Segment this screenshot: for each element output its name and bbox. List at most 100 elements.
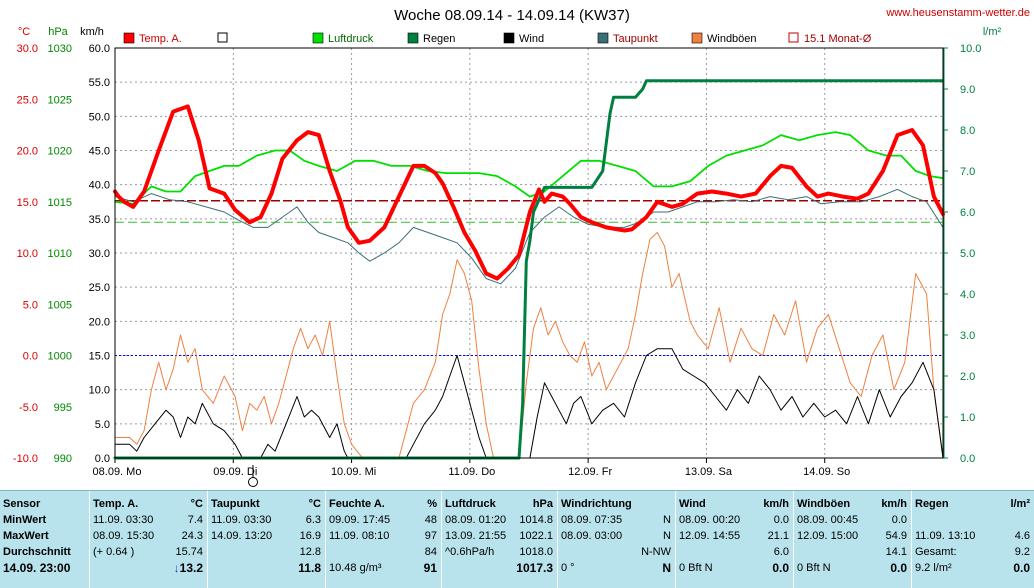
wind-tick-label: 0.0 — [95, 453, 110, 465]
series-regen — [113, 79, 945, 460]
y-axes: 30.0 25.0 20.0 15.0 10.0 5.0 0.0 -5.0 -10.0 1030 1… — [13, 43, 982, 465]
pressure-tick-label: 1025 — [48, 94, 72, 106]
x-axis: 08.09. Mo 09.09. Di 10.09. Mi 11.09. Do 12.0… — [93, 458, 850, 487]
temp-trend-icon: ↓ — [173, 561, 180, 575]
rain-tick-label: 9.0 — [960, 84, 975, 96]
wind-direction-column: Windrichtung 08.09. 07:35 N 08.09. 03:00 N… — [558, 491, 676, 588]
chart-legend: Temp. A. Luftdruck Regen Wind Taupunkt Windbö… — [123, 32, 872, 45]
legend-swatch — [597, 32, 609, 44]
wind-tick-label: 25.0 — [89, 282, 110, 294]
rain-unit: l/m² — [1010, 498, 1030, 510]
temp-tick-label: 5.0 — [23, 299, 38, 311]
x-tick-label: 11.09. Do — [448, 466, 495, 478]
wind-tick-label: 60.0 — [89, 43, 110, 55]
x-tick-label: 12.09. Fr — [568, 466, 612, 478]
pressure-current: 1017.3 — [516, 561, 553, 575]
wind-tick-label: 20.0 — [89, 316, 110, 328]
temp-min: 7.4 — [187, 514, 203, 526]
wind-min: 0.0 — [773, 514, 789, 526]
rain-column: Regen l/m² 11.09. 13:10 4.6 Gesamt: 9.2 9.2… — [912, 491, 1034, 588]
wind-direction-degrees: 0 ° — [561, 562, 575, 574]
time-marker-icon — [248, 477, 258, 487]
wind-tick-label: 40.0 — [89, 180, 110, 192]
dew-avg: 12.8 — [299, 546, 321, 558]
row-label-min: MinWert — [3, 514, 47, 526]
wind-direction-current: N — [662, 561, 671, 575]
rain-max: 4.6 — [1014, 530, 1030, 542]
legend-swatch — [788, 32, 799, 43]
legend-swatch — [407, 32, 419, 44]
gust-max-time: 12.09. 15:00 — [797, 530, 859, 542]
pressure-tick-label: 995 — [54, 402, 72, 414]
dew-title: Taupunkt — [211, 498, 260, 510]
x-tick-label: 10.09. Mi — [331, 466, 376, 478]
weather-chart: Woche 08.09.14 - 14.09.14 (KW37) www.heu… — [13, 7, 1030, 487]
pressure-tick-label: 1010 — [48, 248, 72, 260]
x-tick-label: 09.09. Di — [213, 466, 257, 478]
gust-max: 54.9 — [885, 530, 907, 542]
x-tick-label: 13.09. Sa — [685, 466, 733, 478]
humidity-current: 91 — [423, 561, 437, 575]
site-url[interactable]: www.heusenstamm-wetter.de — [885, 7, 1030, 19]
dew-max: 16.9 — [299, 530, 321, 542]
legend-swatch — [312, 32, 324, 44]
humidity-max-time: 11.09. 08:10 — [329, 530, 390, 542]
row-label-max: MaxWert — [3, 530, 49, 542]
humidity-max: 97 — [424, 530, 437, 542]
wind-min-time: 08.09. 00:20 — [679, 514, 741, 526]
wind-direction-max: N — [663, 530, 671, 542]
humidity-absolute: 10.48 g/m³ — [329, 562, 382, 574]
wind-direction-min: N — [663, 514, 671, 526]
rain-tick-label: 8.0 — [960, 125, 975, 137]
legend-label: Regen — [423, 33, 455, 45]
humidity-title: Feuchte A. — [329, 498, 385, 510]
legend-swatch — [503, 32, 515, 44]
rain-current-text: 9.2 l/m² — [915, 562, 952, 574]
gust-avg: 14.1 — [885, 546, 907, 558]
wind-direction-avg: N-NW — [641, 546, 671, 558]
legend-label: Wind — [519, 33, 544, 45]
row-label-sensor: Sensor — [3, 498, 41, 510]
gust-title: Windböen — [797, 498, 851, 510]
temp-tick-label: 10.0 — [17, 248, 38, 260]
legend-label: 15.1 Monat-Ø — [804, 33, 872, 45]
temp-title: Temp. A. — [93, 498, 139, 510]
temp-column: Temp. A. °C 11.09. 03:30 7.4 08.09. 15:30 2… — [90, 491, 208, 588]
dew-column: Taupunkt °C 11.09. 03:30 6.3 14.09. 13:20 1… — [208, 491, 326, 588]
pressure-tick-label: 1015 — [48, 197, 72, 209]
legend-label: Luftdruck — [328, 33, 374, 45]
series-windb-en — [114, 232, 944, 459]
wind-column: Wind km/h 08.09. 00:20 0.0 12.09. 14:55 21.… — [676, 491, 794, 588]
pressure-tick-label: 1020 — [48, 146, 72, 158]
pressure-title: Luftdruck — [445, 498, 496, 510]
series-taupunkt — [114, 188, 944, 285]
legend-swatch — [691, 32, 703, 44]
rain-tick-label: 10.0 — [960, 43, 981, 55]
rain-tick-label: 4.0 — [960, 289, 975, 301]
wind-tick-label: 55.0 — [89, 77, 110, 89]
wind-tick-label: 30.0 — [89, 248, 110, 260]
x-tick-label: 14.09. So — [803, 466, 850, 478]
humidity-column: Feuchte A.% 09.09. 17:45 48 11.09. 08:10 9… — [326, 491, 442, 588]
rain-unit-label: l/m² — [983, 26, 1002, 38]
temp-tick-label: -10.0 — [13, 453, 38, 465]
dew-max-time: 14.09. 13:20 — [211, 530, 273, 542]
legend-label: Temp. A. — [139, 33, 182, 45]
humidity-unit: % — [427, 498, 437, 510]
wind-current: 0.0 — [772, 561, 789, 575]
wind-unit-label: km/h — [80, 26, 104, 38]
rain-tick-label: 5.0 — [960, 248, 975, 260]
rain-tick-label: 2.0 — [960, 371, 975, 383]
wind-direction-min-time: 08.09. 07:35 — [561, 514, 623, 526]
humidity-min-time: 09.09. 17:45 — [329, 514, 391, 526]
temp-avg: 15.74 — [175, 546, 203, 558]
wind-title: Wind — [679, 498, 706, 510]
legend-label: Taupunkt — [613, 33, 658, 45]
wind-tick-label: 5.0 — [95, 419, 110, 431]
temp-tick-label: 15.0 — [17, 197, 38, 209]
temp-max-time: 08.09. 15:30 — [93, 530, 155, 542]
series-wind — [114, 348, 944, 459]
pressure-trend: ^0.6hPa/h — [445, 546, 495, 558]
humidity-min: 48 — [424, 514, 437, 526]
row-labels-column: Sensor MinWert MaxWert Durchschnitt 14.0… — [0, 491, 90, 588]
